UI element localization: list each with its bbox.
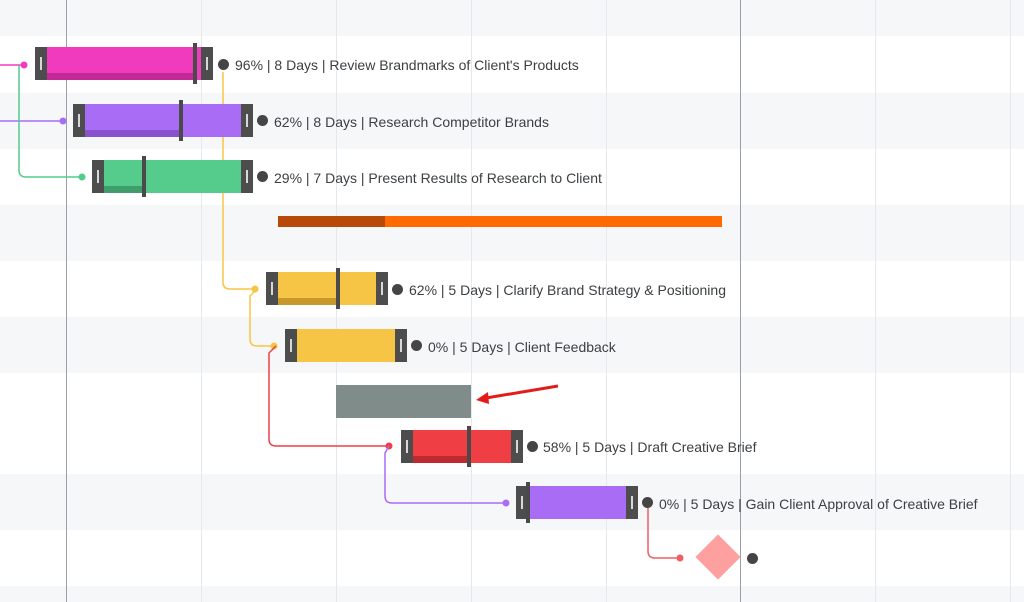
grid-line	[606, 0, 607, 602]
summary-progress	[278, 216, 385, 227]
dependency-link-dot	[59, 117, 67, 125]
progress-drag-handle[interactable]	[467, 426, 471, 467]
task-label: 96% | 8 Days | Review Brandmarks of Clie…	[235, 57, 579, 73]
task-bar[interactable]	[92, 156, 253, 197]
resize-handle-left[interactable]	[516, 486, 528, 519]
task-progress-band	[278, 298, 338, 305]
resize-handle-right[interactable]	[376, 272, 388, 305]
dependency-link	[18, 65, 82, 178]
task-progress-band	[47, 73, 195, 80]
progress-drag-handle[interactable]	[526, 482, 530, 523]
row-stripe	[0, 205, 1024, 261]
resize-handle-right[interactable]	[395, 329, 407, 362]
task-bar[interactable]	[266, 268, 388, 309]
resize-handle-left[interactable]	[35, 47, 47, 80]
link-connector-dot[interactable]	[411, 340, 422, 351]
grid-line	[471, 0, 472, 602]
dependency-link-dot	[502, 499, 510, 507]
task-bar[interactable]	[516, 482, 638, 523]
task-label: 62% | 5 Days | Clarify Brand Strategy & …	[409, 282, 726, 298]
dependency-link	[222, 72, 255, 290]
grid-line	[201, 0, 202, 602]
row-stripe	[0, 586, 1024, 602]
task-progress-band	[413, 456, 469, 463]
summary-bar[interactable]	[278, 216, 722, 227]
task-bar[interactable]	[35, 43, 213, 84]
grid-line	[875, 0, 876, 602]
resize-handle-right[interactable]	[241, 104, 253, 137]
row-stripe	[0, 317, 1024, 373]
task-bar[interactable]	[285, 329, 407, 362]
link-connector-dot[interactable]	[257, 171, 268, 182]
row-stripe	[0, 474, 1024, 530]
resize-handle-right[interactable]	[201, 47, 213, 80]
link-connector-dot[interactable]	[527, 441, 538, 452]
dependency-link	[647, 508, 680, 559]
annotation-arrow	[476, 384, 559, 404]
link-connector-dot[interactable]	[218, 59, 229, 70]
task-label: 58% | 5 Days | Draft Creative Brief	[543, 439, 757, 455]
task-label: 0% | 5 Days | Gain Client Approval of Cr…	[659, 496, 978, 512]
dependency-link-dot	[78, 173, 86, 181]
dependency-link	[268, 345, 389, 447]
dependency-link-dot	[270, 342, 278, 350]
resize-handle-left[interactable]	[266, 272, 278, 305]
unscheduled-task-placeholder[interactable]	[336, 385, 471, 418]
resize-handle-left[interactable]	[73, 104, 85, 137]
progress-drag-handle[interactable]	[336, 268, 340, 309]
grid-line-major	[740, 0, 741, 602]
task-label: 0% | 5 Days | Client Feedback	[428, 339, 616, 355]
task-bar[interactable]	[73, 100, 253, 141]
dependency-link	[249, 288, 274, 347]
task-label: 29% | 7 Days | Present Results of Resear…	[274, 170, 602, 186]
dependency-link-dot	[676, 554, 684, 562]
progress-drag-handle[interactable]	[193, 43, 197, 84]
link-connector-dot[interactable]	[747, 553, 758, 564]
grid-line-major	[66, 0, 67, 602]
task-bar-body	[528, 486, 626, 519]
task-bar-body	[297, 329, 395, 362]
dependency-link-dot	[20, 61, 28, 69]
task-label: 62% | 8 Days | Research Competitor Brand…	[274, 114, 549, 130]
resize-handle-left[interactable]	[92, 160, 104, 193]
resize-handle-left[interactable]	[401, 430, 413, 463]
dependency-link	[384, 445, 506, 504]
resize-handle-left[interactable]	[285, 329, 297, 362]
progress-drag-handle[interactable]	[142, 156, 146, 197]
task-progress-band	[85, 130, 181, 137]
link-connector-dot[interactable]	[642, 497, 653, 508]
link-connector-dot[interactable]	[257, 115, 268, 126]
resize-handle-right[interactable]	[241, 160, 253, 193]
row-stripe	[0, 0, 1024, 36]
task-bar[interactable]	[401, 426, 523, 467]
resize-handle-right[interactable]	[511, 430, 523, 463]
grid-line	[1010, 0, 1011, 602]
task-progress-band	[104, 186, 144, 193]
progress-drag-handle[interactable]	[179, 100, 183, 141]
resize-handle-right[interactable]	[626, 486, 638, 519]
dependency-link-dot	[251, 285, 259, 293]
link-connector-dot[interactable]	[392, 284, 403, 295]
